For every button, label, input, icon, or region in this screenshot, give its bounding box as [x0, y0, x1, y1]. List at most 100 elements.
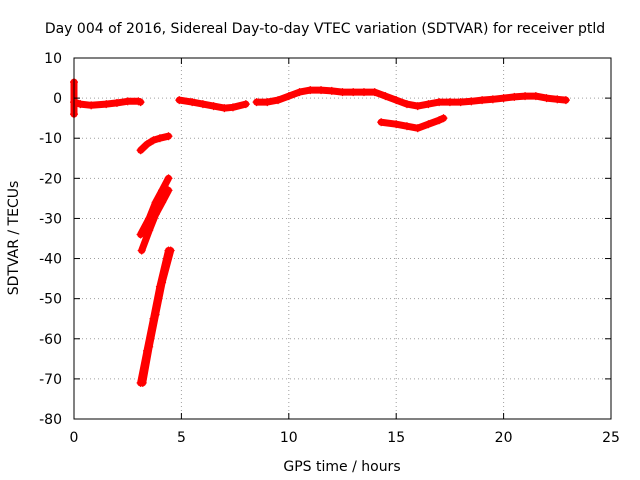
data-point — [136, 230, 145, 239]
data-point — [188, 98, 197, 107]
data-point — [553, 95, 562, 104]
data-point — [542, 94, 551, 103]
y-tick-label: -10 — [39, 131, 62, 147]
data-point — [413, 124, 422, 133]
data-point — [327, 86, 336, 95]
data-point — [392, 96, 401, 105]
x-tick-label: 5 — [177, 430, 186, 446]
data-point — [136, 146, 145, 155]
data-point — [456, 98, 465, 107]
data-point — [295, 88, 304, 97]
y-tick-label: -30 — [39, 211, 62, 227]
plot-frame — [73, 57, 612, 420]
data-point — [164, 132, 173, 141]
data-point — [402, 122, 411, 131]
data-point — [145, 226, 154, 235]
data-point — [252, 98, 261, 107]
data-point — [102, 100, 111, 109]
data-point — [228, 103, 237, 112]
data-traces — [70, 78, 570, 387]
y-tick-label: -70 — [39, 372, 62, 388]
data-point — [370, 88, 379, 97]
data-point — [143, 140, 152, 149]
series-trace — [377, 114, 447, 132]
x-tick-label: 10 — [280, 430, 298, 446]
y-tick-label: -80 — [39, 412, 62, 428]
data-point — [241, 100, 250, 109]
data-point — [561, 96, 570, 105]
axis-ticks — [73, 57, 612, 420]
data-point — [87, 101, 96, 110]
data-point — [381, 92, 390, 101]
data-point — [467, 97, 476, 106]
x-tick-labels: 0 5 10 15 20 25 — [70, 430, 620, 446]
data-point — [439, 114, 448, 123]
data-point — [521, 92, 530, 101]
x-tick-label: 20 — [495, 430, 513, 446]
series-baseline-1 — [70, 97, 145, 110]
data-point — [413, 102, 422, 111]
data-point — [424, 100, 433, 109]
x-axis-label: GPS time / hours — [283, 459, 400, 475]
data-point — [435, 98, 444, 107]
chart-title: Day 004 of 2016, Sidereal Day-to-day VTE… — [45, 21, 605, 37]
y-tick-label: 0 — [53, 91, 62, 107]
y-tick-label: 10 — [44, 51, 62, 67]
data-point — [531, 92, 540, 101]
y-tick-label: -40 — [39, 252, 62, 268]
data-point — [445, 98, 454, 107]
data-point — [220, 104, 229, 113]
data-point — [359, 88, 368, 97]
data-point — [499, 94, 508, 103]
data-point — [158, 278, 167, 287]
data-point — [263, 98, 272, 107]
y-tick-labels: 10 0 -10 -20 -30 -40 -50 -60 -70 -80 — [39, 51, 62, 428]
y-tick-label: -60 — [39, 332, 62, 348]
data-point — [402, 100, 411, 109]
data-point — [76, 100, 85, 109]
y-axis-label: SDTVAR / TECUs — [6, 181, 22, 296]
data-point — [510, 92, 519, 101]
series-drop-b2 — [137, 186, 173, 255]
data-point — [478, 96, 487, 105]
data-point — [164, 174, 173, 183]
data-point — [149, 136, 158, 145]
data-point — [274, 96, 283, 105]
data-point — [166, 246, 175, 255]
data-point — [155, 134, 164, 143]
x-tick-label: 25 — [602, 430, 620, 446]
data-point — [158, 198, 167, 207]
x-tick-label: 0 — [70, 430, 79, 446]
grid-lines — [74, 58, 611, 419]
data-point — [317, 86, 326, 95]
data-point — [138, 378, 147, 387]
data-point — [164, 186, 173, 195]
y-tick-label: -20 — [39, 171, 62, 187]
data-point — [145, 342, 154, 351]
x-tick-label: 15 — [387, 430, 405, 446]
data-point — [175, 96, 184, 105]
data-point — [284, 92, 293, 101]
series-drop-c2 — [138, 246, 175, 387]
data-point — [306, 86, 315, 95]
data-point — [137, 246, 146, 255]
series-drop-b — [136, 174, 173, 239]
data-point — [424, 120, 433, 129]
data-point — [435, 116, 444, 125]
data-point — [136, 98, 145, 107]
data-point — [151, 310, 160, 319]
series-drop-a — [136, 132, 173, 155]
data-point — [377, 118, 386, 127]
data-point — [338, 88, 347, 97]
series-trace — [139, 247, 175, 387]
data-point — [198, 100, 207, 109]
data-point — [123, 97, 132, 106]
series-baseline-3 — [252, 86, 570, 111]
data-point — [112, 98, 121, 107]
data-point — [392, 120, 401, 129]
series-trace — [137, 132, 172, 154]
data-point — [209, 102, 218, 111]
series-baseline-2 — [175, 96, 250, 113]
y-tick-label: -50 — [39, 292, 62, 308]
